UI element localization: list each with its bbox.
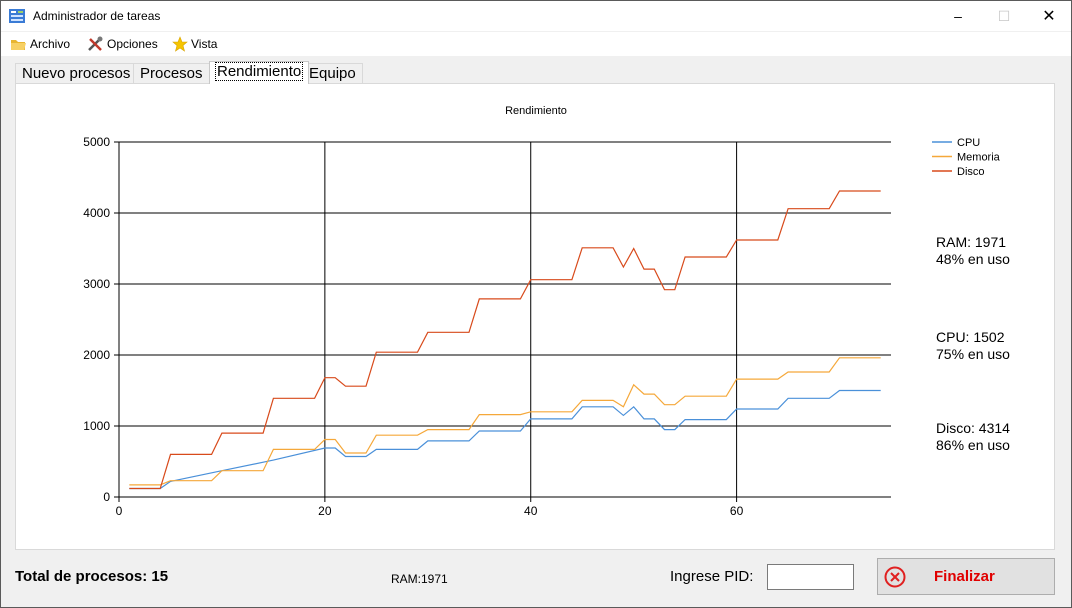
menu-opciones[interactable]: Opciones [87,35,158,53]
pid-input[interactable] [767,564,854,590]
disco-stat-value: Disco: 4314 [936,420,1010,436]
x-tick-label: 0 [116,504,123,518]
menu-vista-label: Vista [191,37,218,51]
tab-equipo-label: Equipo [309,65,356,82]
cpu-stat: CPU: 1502 75% en uso [936,329,1010,363]
legend-label: CPU [957,137,980,149]
tab-procesos[interactable]: Procesos [133,63,210,84]
tab-rendimiento-label: Rendimiento [214,62,304,81]
close-icon: ✕ [1042,8,1056,25]
tab-procesos-label: Procesos [140,65,203,82]
minimize-button[interactable]: – [935,1,981,31]
window-title: Administrador de tareas [33,9,161,23]
legend-label: Memoria [957,152,1001,164]
tab-nuevo-procesos[interactable]: Nuevo procesos [15,63,138,84]
x-tick-label: 60 [730,504,744,518]
y-tick-label: 2000 [83,348,110,362]
menu-opciones-label: Opciones [107,37,158,51]
ram-stat-value: RAM: 1971 [936,234,1007,250]
menu-archivo[interactable]: Archivo [10,35,70,53]
x-tick-label: 20 [318,504,332,518]
total-processes: Total de procesos: 15 [15,568,169,585]
cancel-circle-icon [884,566,906,588]
maximize-icon: ☐ [997,7,1011,24]
y-tick-label: 5000 [83,135,110,149]
menu-bar: Archivo Opciones Vista [1,32,1071,56]
y-tick-label: 0 [103,490,110,504]
series-line-memoria [129,357,881,486]
cpu-stat-usage: 75% en uso [936,346,1010,362]
finalizar-button[interactable]: Finalizar [877,558,1055,595]
y-tick-label: 3000 [83,277,110,291]
ram-stat-usage: 48% en uso [936,251,1010,267]
finalizar-label: Finalizar [934,568,995,585]
folder-icon [11,39,26,50]
menu-vista[interactable]: Vista [172,35,217,53]
footer-ram: RAM:1971 [391,572,448,586]
title-bar: Administrador de tareas – ☐ ✕ [1,1,1071,31]
x-tick-label: 40 [524,504,538,518]
minimize-icon: – [954,8,962,24]
series-line-cpu [129,389,881,490]
menu-archivo-label: Archivo [30,37,71,51]
tab-nuevo-procesos-label: Nuevo procesos [22,65,131,82]
tools-icon [88,36,103,51]
pid-label: Ingrese PID: [670,568,754,585]
chart-title: Rendimiento [505,105,567,117]
y-tick-label: 1000 [83,419,110,433]
maximize-button[interactable]: ☐ [981,1,1027,31]
task-manager-icon [9,8,25,24]
tab-equipo[interactable]: Equipo [302,63,363,84]
cpu-stat-value: CPU: 1502 [936,329,1005,345]
close-button[interactable]: ✕ [1026,1,1072,31]
ram-stat: RAM: 1971 48% en uso [936,234,1010,268]
series-line-disco [129,190,881,490]
star-icon [172,36,188,52]
performance-chart: 0 1000 2000 3000 4000 5000 0 20 40 60 CPU Memoria Di… [83,135,1001,518]
disco-stat: Disco: 4314 86% en uso [936,420,1010,454]
y-tick-label: 4000 [83,206,110,220]
tab-rendimiento[interactable]: Rendimiento [209,61,310,84]
legend-label: Disco [957,166,985,178]
rendimiento-panel: Rendimiento 0 1000 2000 3000 4000 5000 0 20 40 60… [15,83,1055,550]
disco-stat-usage: 86% en uso [936,437,1010,453]
